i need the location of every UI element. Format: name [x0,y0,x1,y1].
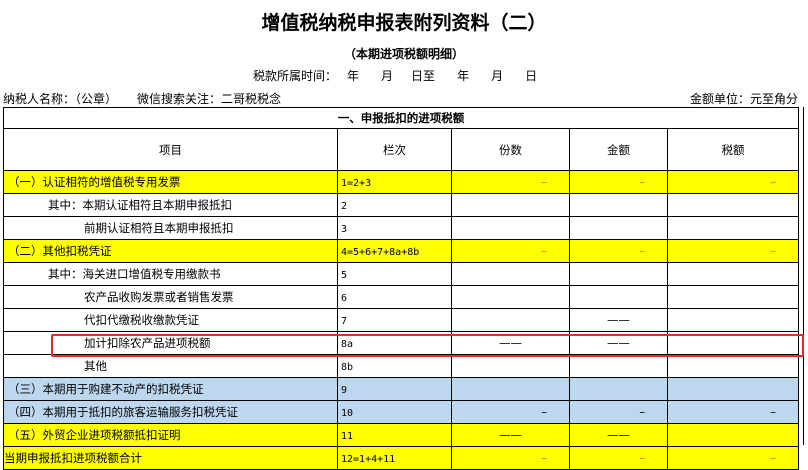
table-row: （一）认证相符的增值税专用发票 1=2+3– – – [3,170,799,194]
row-item: 当期申报抵扣进项税额合计 [3,446,338,470]
table-row: （三）本期用于购建不动产的扣税凭证 9 [3,377,799,401]
row-amount: —— [569,423,668,447]
col-header-amount: 金额 [569,128,668,171]
row-code: 2 [337,193,452,217]
period-year1: 年 [347,69,360,83]
row-code: 8b [337,354,452,378]
row-count: – [451,239,570,263]
row-amount: – [569,239,668,263]
table-row: 代扣代缴税收缴款凭证 7 —— [3,308,799,332]
row-count [451,308,570,332]
row-code: 1=2+3 [337,170,452,194]
row-tax [667,423,799,447]
row-tax [667,377,799,401]
period-label: 税款所属时间： [253,69,338,83]
row-item: （二）其他扣税凭证 [3,239,338,263]
taxpayer-line: 纳税人名称：（公章） 微信搜索关注：二哥税税念 [3,90,281,107]
row-amount [569,354,668,378]
col-header-item: 项目 [3,128,338,171]
table-row: （二）其他扣税凭证 4=5+6+7+8a+8b – – – [3,239,799,263]
row-item: 其他 [3,354,338,378]
highlight-box [51,334,804,357]
row-code: 9 [337,377,452,401]
row-code: 4=5+6+7+8a+8b [337,239,452,263]
row-item: 其中：海关进口增值税专用缴款书 [3,262,338,286]
row-count [451,377,570,401]
table-row: 当期申报抵扣进项税额合计 12=1+4+11– – – [3,446,799,470]
table-row: （五）外贸企业进项税额抵扣证明 11 —— —— [3,423,799,447]
table-row: 其中：海关进口增值税专用缴款书 5 [3,262,799,286]
row-code: 7 [337,308,452,332]
taxpayer-name: 纳税人名称：（公章） [3,92,118,106]
row-amount [569,216,668,240]
row-count [451,216,570,240]
section-header: 一、申报抵扣的进项税额 [3,107,799,129]
row-tax: – [667,446,799,470]
row-code: 11 [337,423,452,447]
row-code: 3 [337,216,452,240]
col-header-count: 份数 [451,128,570,171]
tax-period: 税款所属时间： 年 月 日至 年 月 日 [253,67,537,84]
table-row: 农产品收购发票或者销售发票 6 [3,285,799,309]
row-amount [569,193,668,217]
table-row: 其中：本期认证相符且本期申报抵扣 2 [3,193,799,217]
row-item: 农产品收购发票或者销售发票 [3,285,338,309]
row-amount: – [569,446,668,470]
col-header-tax: 税额 [667,128,799,171]
form-subtitle: （本期进项税额明细） [343,47,464,61]
period-day2: 日 [525,69,538,83]
wechat-note: 微信搜索关注：二哥税税念 [137,92,282,106]
row-tax [667,262,799,286]
table-outer-border [803,107,804,445]
row-item: （四）本期用于抵扣的旅客运输服务扣税凭证 [3,400,338,424]
row-code: 10 [337,400,452,424]
row-amount: – [569,170,668,194]
row-tax: – [667,239,799,263]
row-tax [667,285,799,309]
table-row: 其他 8b [3,354,799,378]
amount-unit: 金额单位：元至角分 [689,92,798,106]
row-item: 代扣代缴税收缴款凭证 [3,308,338,332]
row-tax [667,193,799,217]
row-amount: —— [569,308,668,332]
row-code: 5 [337,262,452,286]
row-tax [667,308,799,332]
row-count [451,262,570,286]
row-tax: – [667,400,799,424]
row-amount [569,262,668,286]
row-item: 前期认证相符且本期申报抵扣 [3,216,338,240]
row-code: 12=1+4+11 [337,446,452,470]
row-tax: – [667,170,799,194]
period-month2: 月 [491,69,504,83]
row-item: （一）认证相符的增值税专用发票 [3,170,338,194]
period-year2: 年 [457,69,470,83]
row-amount: – [569,400,668,424]
row-count: – [451,400,570,424]
period-month1: 月 [381,69,394,83]
row-tax [667,354,799,378]
row-count: —— [451,423,570,447]
row-count: – [451,446,570,470]
col-header-code: 栏次 [337,128,452,171]
row-count [451,285,570,309]
row-count: – [451,170,570,194]
row-count [451,354,570,378]
input-tax-table: 一、申报抵扣的进项税额 项目 栏次 份数 金额 税额 （一）认证相符的增值税专用… [3,107,799,470]
row-code: 6 [337,285,452,309]
row-item: （五）外贸企业进项税额抵扣证明 [3,423,338,447]
row-amount [569,285,668,309]
table-row: 前期认证相符且本期申报抵扣 3 [3,216,799,240]
row-amount [569,377,668,401]
row-tax [667,216,799,240]
row-item: （三）本期用于购建不动产的扣税凭证 [3,377,338,401]
form-title: 增值税纳税申报表附列资料（二） [261,12,547,34]
table-row: （四）本期用于抵扣的旅客运输服务扣税凭证 10– – – [3,400,799,424]
row-item: 其中：本期认证相符且本期申报抵扣 [3,193,338,217]
period-day1: 日至 [411,69,436,83]
row-count [451,193,570,217]
